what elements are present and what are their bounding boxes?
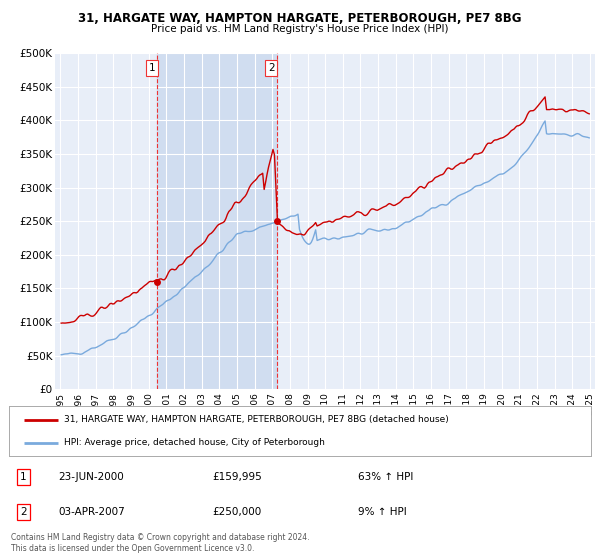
Text: 63% ↑ HPI: 63% ↑ HPI (358, 472, 413, 482)
Text: 2: 2 (20, 507, 27, 517)
Text: 9% ↑ HPI: 9% ↑ HPI (358, 507, 407, 517)
Text: 31, HARGATE WAY, HAMPTON HARGATE, PETERBOROUGH, PE7 8BG (detached house): 31, HARGATE WAY, HAMPTON HARGATE, PETERB… (64, 415, 449, 424)
Text: 1: 1 (148, 63, 155, 73)
Text: 23-JUN-2000: 23-JUN-2000 (58, 472, 124, 482)
Text: 2: 2 (268, 63, 275, 73)
Text: HPI: Average price, detached house, City of Peterborough: HPI: Average price, detached house, City… (64, 438, 325, 447)
Text: £159,995: £159,995 (212, 472, 262, 482)
Bar (157, 53, 277, 389)
Text: 31, HARGATE WAY, HAMPTON HARGATE, PETERBOROUGH, PE7 8BG: 31, HARGATE WAY, HAMPTON HARGATE, PETERB… (78, 12, 522, 25)
Text: 03-APR-2007: 03-APR-2007 (58, 507, 125, 517)
Text: Contains HM Land Registry data © Crown copyright and database right 2024.
This d: Contains HM Land Registry data © Crown c… (11, 533, 310, 553)
Text: Price paid vs. HM Land Registry's House Price Index (HPI): Price paid vs. HM Land Registry's House … (151, 24, 449, 34)
Text: 1: 1 (20, 472, 27, 482)
Text: £250,000: £250,000 (212, 507, 262, 517)
